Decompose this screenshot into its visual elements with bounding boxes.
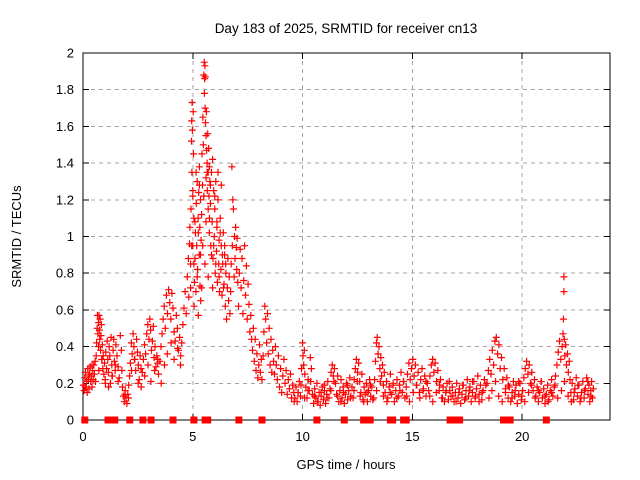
y-tick-label: 1.2 — [56, 192, 74, 207]
zero-flag-square-markers — [81, 416, 550, 424]
y-axis-label: SRMTID / TECUs — [9, 185, 24, 288]
y-tick-labels: 0 0.2 0.4 0.6 0.8 1 1.2 1.4 1.6 1.8 2 — [56, 46, 74, 428]
x-tick-label: 10 — [295, 429, 309, 444]
y-tick-label: 1.8 — [56, 82, 74, 97]
data-points-squares — [81, 416, 550, 424]
x-tick-label: 20 — [515, 429, 529, 444]
y-tick-label: 0.2 — [56, 376, 74, 391]
y-tick-label: 1.4 — [56, 156, 74, 171]
y-tick-label: 0.4 — [56, 339, 74, 354]
y-tick-label: 1 — [67, 229, 74, 244]
x-axis-label: GPS time / hours — [297, 457, 396, 472]
x-tick-label: 5 — [189, 429, 196, 444]
chart-title: Day 183 of 2025, SRMTID for receiver cn1… — [215, 21, 478, 36]
y-tick-label: 0 — [67, 413, 74, 428]
x-tick-label: 0 — [79, 429, 86, 444]
y-tick-label: 0.8 — [56, 266, 74, 281]
y-tick-label: 2 — [67, 46, 74, 61]
srmtid-plus-markers — [79, 58, 597, 409]
y-tick-label: 0.6 — [56, 302, 74, 317]
data-points-plus — [79, 58, 597, 409]
y-tick-label: 1.6 — [56, 119, 74, 134]
x-tick-labels: 0 5 10 15 20 — [79, 429, 529, 444]
axis-ticks — [82, 52, 610, 421]
x-tick-label: 15 — [405, 429, 419, 444]
